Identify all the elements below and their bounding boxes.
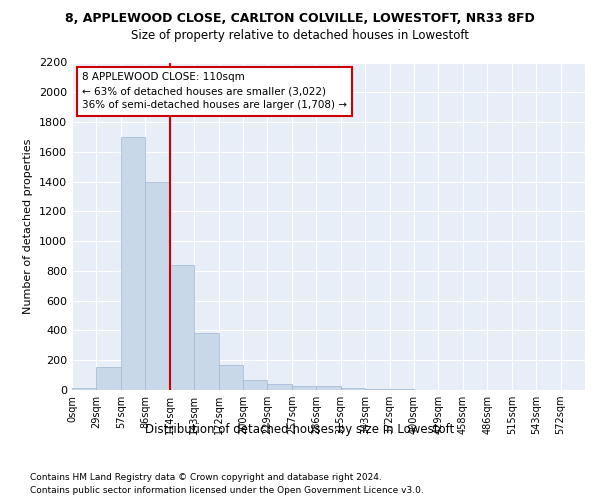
Bar bbox=[218, 366, 243, 390]
Bar bbox=[316, 386, 341, 390]
Bar bbox=[268, 384, 292, 390]
Bar bbox=[121, 137, 145, 390]
Text: Contains HM Land Registry data © Crown copyright and database right 2024.: Contains HM Land Registry data © Crown c… bbox=[30, 472, 382, 482]
Text: Contains public sector information licensed under the Open Government Licence v3: Contains public sector information licen… bbox=[30, 486, 424, 495]
Bar bbox=[194, 332, 218, 390]
Bar bbox=[243, 380, 268, 390]
Text: Size of property relative to detached houses in Lowestoft: Size of property relative to detached ho… bbox=[131, 29, 469, 42]
Text: Distribution of detached houses by size in Lowestoft: Distribution of detached houses by size … bbox=[145, 422, 455, 436]
Bar bbox=[145, 182, 170, 390]
Bar bbox=[341, 388, 365, 390]
Text: 8 APPLEWOOD CLOSE: 110sqm
← 63% of detached houses are smaller (3,022)
36% of se: 8 APPLEWOOD CLOSE: 110sqm ← 63% of detac… bbox=[82, 72, 347, 110]
Bar bbox=[170, 265, 194, 390]
Text: 8, APPLEWOOD CLOSE, CARLTON COLVILLE, LOWESTOFT, NR33 8FD: 8, APPLEWOOD CLOSE, CARLTON COLVILLE, LO… bbox=[65, 12, 535, 26]
Bar bbox=[72, 388, 97, 390]
Bar bbox=[292, 386, 316, 390]
Bar bbox=[97, 367, 121, 390]
Y-axis label: Number of detached properties: Number of detached properties bbox=[23, 138, 34, 314]
Bar bbox=[365, 388, 389, 390]
